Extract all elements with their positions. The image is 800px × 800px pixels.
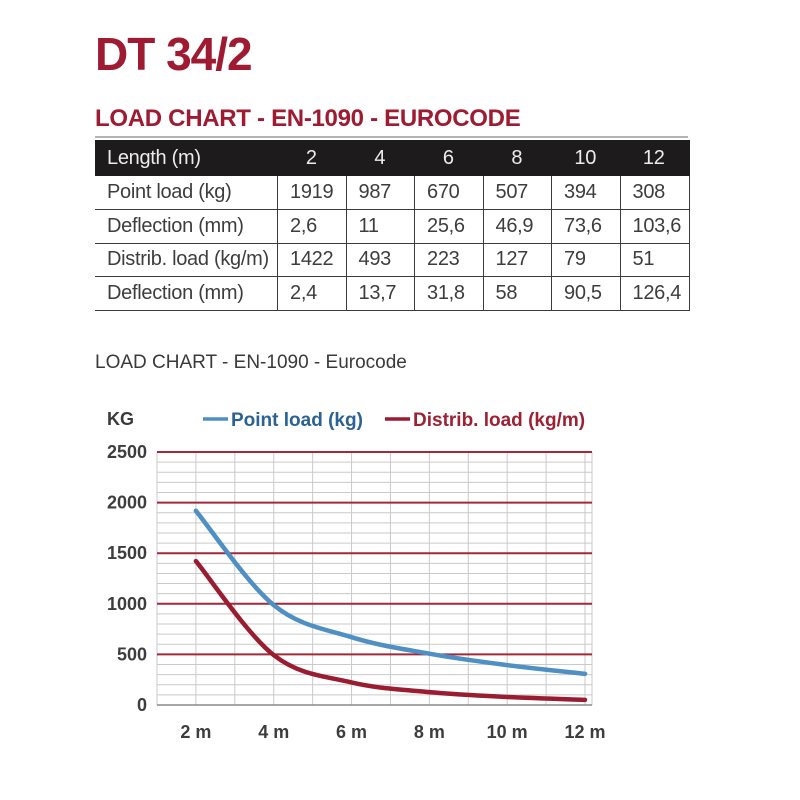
cell-value: 126,4: [619, 277, 689, 310]
table-row: Deflection (mm) 2,4 13,7 31,8 58 90,5 126,4: [95, 277, 690, 311]
cell-value: 308: [619, 176, 689, 209]
cell-value: 2,6: [277, 209, 346, 243]
row-label: Distrib. load (kg/m): [107, 248, 269, 271]
cell-value: 46,9: [482, 209, 552, 243]
chart-subtitle: LOAD CHART - EN-1090 - Eurocode: [95, 352, 407, 373]
cell-value: 127: [482, 243, 552, 277]
cell-value: 31,8: [414, 277, 483, 310]
section-heading: LOAD CHART - EN-1090 - EUROCODE: [95, 105, 521, 132]
table-header-row: Length (m) 2 4 6 8 10 12: [95, 140, 690, 176]
legend-label: Distrib. load (kg/m): [413, 410, 585, 431]
legend-label: Point load (kg): [231, 410, 363, 431]
cell-value: 1919: [277, 176, 346, 209]
x-tick-label: 6 m: [336, 722, 367, 742]
cell-value: 90,5: [551, 277, 620, 310]
table-header-label: Length (m): [107, 146, 201, 169]
page-title: DT 34/2: [95, 28, 253, 80]
load-chart: 0 500 1000 1500 2000 2500 2 m 4 m 6 m 8 m 10 m 12 m…: [95, 400, 615, 750]
cell-value: 2,4: [277, 277, 346, 310]
cell-value: 25,6: [414, 209, 483, 243]
table-header-length: 10: [574, 146, 597, 169]
cell-value: 11: [345, 209, 415, 243]
cell-value: 223: [414, 243, 483, 277]
cell-value: 507: [482, 176, 552, 209]
y-tick-label: 500: [117, 644, 147, 664]
x-tick-label: 12 m: [564, 722, 605, 742]
x-tick-label: 2 m: [180, 722, 211, 742]
x-tick-label: 10 m: [487, 722, 528, 742]
cell-value: 73,6: [551, 209, 620, 243]
load-table: Length (m) 2 4 6 8 10 12 Point load (kg) 1919 987…: [95, 140, 690, 311]
cell-value: 987: [345, 176, 415, 209]
table-header-length: 8: [511, 146, 523, 169]
cell-value: 51: [619, 243, 689, 277]
distrib-load-line: [193, 558, 588, 703]
row-label: Point load (kg): [107, 180, 232, 203]
y-tick-label: 2500: [107, 442, 147, 462]
table-row: Deflection (mm) 2,6 11 25,6 46,9 73,6 103,6: [95, 209, 690, 244]
y-tick-label: 1000: [107, 594, 147, 614]
row-label: Deflection (mm): [107, 282, 244, 305]
table-row: Distrib. load (kg/m) 1422 493 223 127 79 51: [95, 243, 690, 278]
y-tick-label: 0: [137, 695, 147, 715]
y-tick-label: 1500: [107, 543, 147, 563]
point-load-line: [193, 508, 588, 677]
cell-value: 493: [345, 243, 415, 277]
cell-value: 670: [414, 176, 483, 209]
cell-value: 79: [551, 243, 620, 277]
table-header-length: 12: [642, 146, 665, 169]
row-label: Deflection (mm): [107, 214, 244, 237]
table-row: Point load (kg) 1919 987 670 507 394 308: [95, 176, 690, 210]
load-chart-svg: 0 500 1000 1500 2000 2500 2 m 4 m 6 m 8 m 10 m 12 m…: [107, 409, 606, 742]
cell-value: 1422: [277, 243, 346, 277]
x-tick-label: 4 m: [258, 722, 289, 742]
y-axis-unit-label: KG: [107, 409, 134, 429]
table-header-length: 4: [374, 146, 386, 169]
cell-value: 103,6: [619, 209, 689, 243]
y-tick-label: 2000: [107, 493, 147, 513]
x-tick-label: 8 m: [414, 722, 445, 742]
cell-value: 394: [551, 176, 620, 209]
cell-value: 13,7: [345, 277, 415, 310]
table-header-length: 6: [442, 146, 454, 169]
cell-value: 58: [482, 277, 552, 310]
table-header-length: 2: [305, 146, 317, 169]
heading-rule: [95, 136, 688, 138]
